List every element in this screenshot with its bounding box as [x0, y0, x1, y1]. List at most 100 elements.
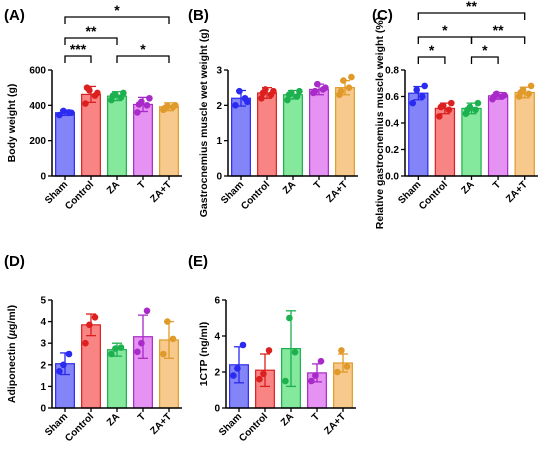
- data-point: [135, 101, 143, 108]
- data-point: [448, 99, 455, 107]
- data-point: [419, 93, 426, 100]
- data-point: [232, 102, 239, 109]
- data-point: [112, 345, 119, 352]
- data-point: [286, 314, 293, 322]
- data-point: [343, 363, 351, 370]
- data-point: [239, 341, 247, 349]
- data-point: [244, 98, 251, 106]
- y-tick-label: 0: [214, 404, 220, 415]
- bar: [55, 112, 75, 177]
- x-tick-label: ZA+T: [148, 411, 174, 437]
- data-point: [317, 357, 325, 365]
- data-point: [83, 84, 91, 91]
- significance-bracket: [417, 36, 473, 44]
- data-point: [108, 350, 115, 358]
- x-tick-label: ZA+T: [504, 179, 530, 205]
- data-point: [91, 313, 99, 321]
- bar: [257, 92, 277, 177]
- data-point: [282, 377, 289, 385]
- panel-label: (C): [372, 7, 393, 24]
- panel-label: (E): [188, 253, 208, 270]
- data-point: [134, 348, 141, 356]
- data-point: [340, 77, 347, 84]
- significance-bracket: [470, 36, 526, 44]
- data-point: [436, 113, 443, 120]
- y-tick-label: 6: [214, 296, 220, 307]
- data-point: [311, 87, 319, 95]
- bar: [335, 87, 355, 177]
- data-point: [160, 350, 167, 358]
- data-point: [490, 93, 498, 100]
- x-tick-label: ZA+T: [148, 179, 174, 205]
- y-axis-label: Relative gastrocnemius muscle weight (%): [374, 17, 386, 229]
- significance-bracket: [64, 16, 170, 24]
- y-tick-label: 0: [40, 404, 46, 415]
- bar: [309, 88, 329, 177]
- data-point: [143, 102, 151, 109]
- significance-bracket: [64, 37, 118, 45]
- x-tick-label: T: [136, 179, 148, 191]
- data-point: [527, 82, 535, 90]
- data-point: [256, 375, 263, 383]
- data-point: [260, 370, 267, 378]
- data-point: [146, 94, 153, 102]
- y-tick-label: 5: [40, 296, 46, 307]
- data-point: [464, 106, 471, 114]
- y-tick-label: 0.0: [385, 172, 399, 183]
- y-tick-label: 1: [40, 382, 46, 393]
- y-tick-label: 4: [214, 332, 220, 343]
- data-point: [474, 99, 482, 107]
- x-tick-label: Control: [417, 179, 450, 212]
- data-point: [60, 361, 67, 369]
- y-tick-label: 400: [29, 101, 46, 112]
- significance-bracket: [417, 56, 446, 64]
- x-tick-label: T: [136, 411, 148, 423]
- significance-label: **: [493, 22, 504, 38]
- x-tick-label: ZA: [105, 411, 122, 428]
- data-point: [164, 318, 171, 325]
- y-axis-label: Adiponectin (µg/ml): [6, 305, 18, 403]
- bar: [107, 349, 127, 409]
- y-tick-label: 200: [29, 136, 46, 147]
- significance-label: *: [429, 42, 435, 58]
- x-tick-label: ZA: [105, 179, 122, 196]
- data-point: [517, 89, 524, 96]
- data-point: [348, 73, 355, 81]
- data-point: [337, 87, 345, 95]
- data-point: [338, 347, 345, 354]
- significance-label: *: [442, 22, 448, 38]
- data-point: [65, 350, 73, 358]
- data-point: [314, 80, 321, 88]
- x-tick-label: ZA: [459, 179, 476, 196]
- data-point: [259, 89, 267, 97]
- y-tick-label: 0.6: [385, 92, 399, 103]
- data-point: [291, 348, 299, 356]
- data-point: [334, 368, 341, 376]
- y-tick-label: 0.8: [385, 66, 399, 77]
- y-tick-label: 4: [40, 317, 46, 328]
- data-point: [312, 372, 319, 379]
- significance-bracket: [116, 55, 170, 63]
- panel-c: (C)Relative gastrocnemius muscle weight …: [372, 0, 538, 229]
- data-point: [445, 106, 453, 114]
- significance-label: *: [482, 42, 488, 58]
- x-tick-label: T: [491, 179, 503, 191]
- data-point: [94, 89, 101, 97]
- y-tick-label: 0: [40, 172, 46, 183]
- y-tick-label: 0.2: [385, 145, 399, 156]
- data-point: [134, 109, 141, 116]
- panel-label: (D): [4, 253, 25, 270]
- data-point: [138, 339, 145, 347]
- data-point: [345, 84, 353, 91]
- data-point: [56, 111, 63, 119]
- significance-bracket: [417, 12, 526, 20]
- bar: [514, 91, 535, 177]
- y-tick-label: 3: [40, 339, 46, 350]
- x-tick-label: ZA: [279, 411, 296, 428]
- data-point: [472, 106, 479, 114]
- data-point: [172, 102, 179, 109]
